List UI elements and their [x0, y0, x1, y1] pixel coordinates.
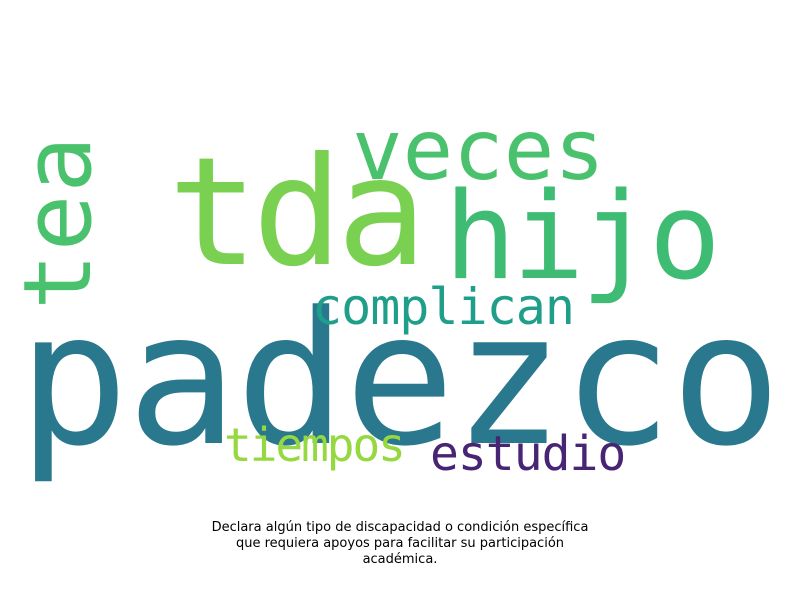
word-tea: tea [4, 134, 113, 310]
caption-line-2: que requiera apoyos para facilitar su pa… [235, 536, 565, 551]
caption-line-1: Declara algún tipo de discapacidad o con… [211, 520, 589, 535]
word-tiempos: tiempos [224, 418, 406, 472]
word-complican: complican [312, 278, 575, 336]
word-veces: veces [352, 101, 605, 199]
caption: Declara algún tipo de discapacidad o con… [150, 520, 650, 568]
word-tda: tda [168, 126, 427, 300]
word-estudio: estudio [430, 426, 626, 482]
word-hijo: hijo [444, 168, 721, 307]
word-padezco: padezco [18, 273, 781, 487]
caption-line-3: académica. [362, 552, 438, 567]
